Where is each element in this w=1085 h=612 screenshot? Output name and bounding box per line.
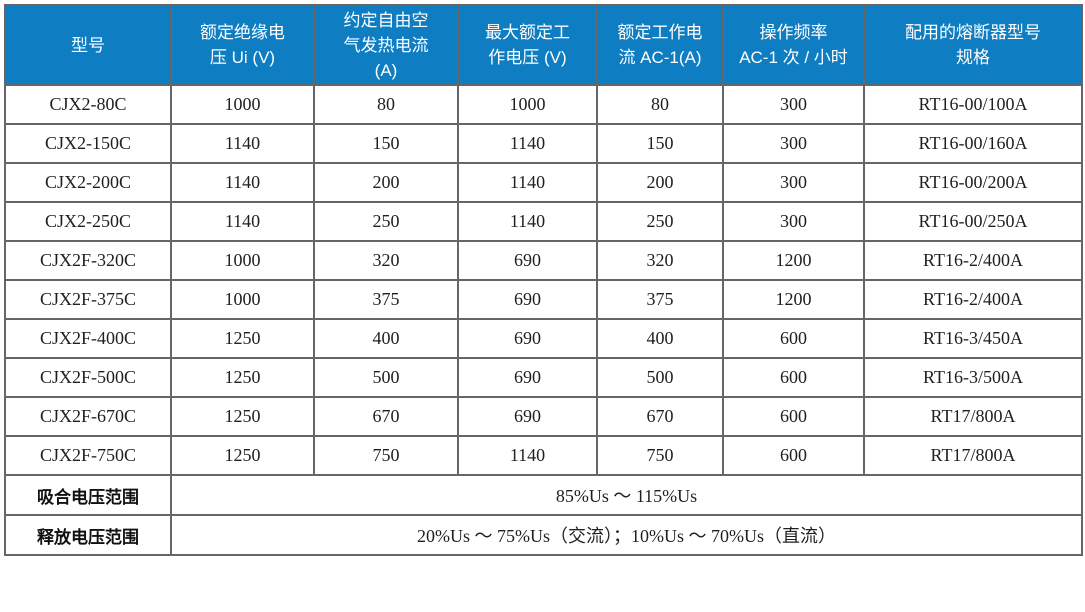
operation-frequency-cell: 300 [722, 201, 865, 242]
operation-frequency-cell: 300 [722, 84, 865, 125]
model-cell: CJX2F-320C [4, 240, 172, 281]
footer-row-pickup-voltage: 吸合电压范围 85%Us ～ 115%Us [4, 474, 1083, 516]
table-row: CJX2F-375C 1000 375 690 375 1200 RT16-2/… [4, 279, 1083, 320]
header-free-air-thermal-current: 约定自由空 气发热电流 (A) [313, 4, 459, 86]
insulation-voltage-cell: 1250 [170, 318, 315, 359]
header-rated-insulation-voltage: 额定绝缘电 压 Ui (V) [170, 4, 315, 86]
contactor-spec-table: 型号 额定绝缘电 压 Ui (V) 约定自由空 气发热电流 (A) 最大额定工 … [4, 4, 1083, 556]
operation-frequency-cell: 600 [722, 318, 865, 359]
operation-frequency-cell: 300 [722, 123, 865, 164]
header-model: 型号 [4, 4, 172, 86]
thermal-current-cell: 250 [313, 201, 459, 242]
release-voltage-range-value: 20%Us ～ 75%Us（交流）；10%Us ～ 70%Us（直流） [170, 514, 1083, 556]
fuse-spec-cell: RT16-00/250A [863, 201, 1083, 242]
max-voltage-cell: 1140 [457, 201, 598, 242]
max-voltage-cell: 1140 [457, 123, 598, 164]
max-voltage-cell: 690 [457, 396, 598, 437]
fuse-spec-cell: RT16-00/200A [863, 162, 1083, 203]
operation-frequency-cell: 600 [722, 396, 865, 437]
operating-current-cell: 320 [596, 240, 724, 281]
release-voltage-range-label: 释放电压范围 [4, 514, 172, 556]
model-cell: CJX2F-670C [4, 396, 172, 437]
table-row: CJX2-150C 1140 150 1140 150 300 RT16-00/… [4, 123, 1083, 164]
footer-row-release-voltage: 释放电压范围 20%Us ～ 75%Us（交流）；10%Us ～ 70%Us（直… [4, 514, 1083, 556]
max-voltage-cell: 690 [457, 279, 598, 320]
fuse-spec-cell: RT16-3/450A [863, 318, 1083, 359]
fuse-spec-cell: RT17/800A [863, 396, 1083, 437]
model-cell: CJX2F-400C [4, 318, 172, 359]
table-body: CJX2-80C 1000 80 1000 80 300 RT16-00/100… [4, 84, 1083, 556]
thermal-current-cell: 80 [313, 84, 459, 125]
operation-frequency-cell: 1200 [722, 279, 865, 320]
fuse-spec-cell: RT16-00/160A [863, 123, 1083, 164]
max-voltage-cell: 690 [457, 240, 598, 281]
table-row: CJX2F-670C 1250 670 690 670 600 RT17/800… [4, 396, 1083, 437]
max-voltage-cell: 1000 [457, 84, 598, 125]
operating-current-cell: 150 [596, 123, 724, 164]
table-header: 型号 额定绝缘电 压 Ui (V) 约定自由空 气发热电流 (A) 最大额定工 … [4, 4, 1083, 86]
operating-current-cell: 500 [596, 357, 724, 398]
max-voltage-cell: 690 [457, 357, 598, 398]
pickup-voltage-range-label: 吸合电压范围 [4, 474, 172, 516]
max-voltage-cell: 690 [457, 318, 598, 359]
fuse-spec-cell: RT17/800A [863, 435, 1083, 476]
model-cell: CJX2-150C [4, 123, 172, 164]
thermal-current-cell: 750 [313, 435, 459, 476]
header-operation-frequency: 操作频率 AC-1 次 / 小时 [722, 4, 865, 86]
thermal-current-cell: 500 [313, 357, 459, 398]
model-cell: CJX2F-375C [4, 279, 172, 320]
table-row: CJX2F-750C 1250 750 1140 750 600 RT17/80… [4, 435, 1083, 476]
table-row: CJX2F-320C 1000 320 690 320 1200 RT16-2/… [4, 240, 1083, 281]
operating-current-cell: 80 [596, 84, 724, 125]
insulation-voltage-cell: 1250 [170, 396, 315, 437]
max-voltage-cell: 1140 [457, 162, 598, 203]
fuse-spec-cell: RT16-00/100A [863, 84, 1083, 125]
header-row: 型号 额定绝缘电 压 Ui (V) 约定自由空 气发热电流 (A) 最大额定工 … [4, 4, 1083, 86]
operating-current-cell: 670 [596, 396, 724, 437]
insulation-voltage-cell: 1250 [170, 435, 315, 476]
model-cell: CJX2F-500C [4, 357, 172, 398]
operating-current-cell: 375 [596, 279, 724, 320]
model-cell: CJX2-80C [4, 84, 172, 125]
table-row: CJX2-200C 1140 200 1140 200 300 RT16-00/… [4, 162, 1083, 203]
operating-current-cell: 200 [596, 162, 724, 203]
operating-current-cell: 250 [596, 201, 724, 242]
operating-current-cell: 400 [596, 318, 724, 359]
header-max-rated-operating-voltage: 最大额定工 作电压 (V) [457, 4, 598, 86]
header-rated-operating-current-ac1: 额定工作电 流 AC-1(A) [596, 4, 724, 86]
table-row: CJX2-80C 1000 80 1000 80 300 RT16-00/100… [4, 84, 1083, 125]
table-row: CJX2-250C 1140 250 1140 250 300 RT16-00/… [4, 201, 1083, 242]
thermal-current-cell: 320 [313, 240, 459, 281]
model-cell: CJX2-200C [4, 162, 172, 203]
thermal-current-cell: 150 [313, 123, 459, 164]
thermal-current-cell: 200 [313, 162, 459, 203]
pickup-voltage-range-value: 85%Us ～ 115%Us [170, 474, 1083, 516]
operation-frequency-cell: 600 [722, 357, 865, 398]
insulation-voltage-cell: 1140 [170, 123, 315, 164]
table-row: CJX2F-500C 1250 500 690 500 600 RT16-3/5… [4, 357, 1083, 398]
insulation-voltage-cell: 1000 [170, 240, 315, 281]
operation-frequency-cell: 300 [722, 162, 865, 203]
thermal-current-cell: 670 [313, 396, 459, 437]
thermal-current-cell: 375 [313, 279, 459, 320]
max-voltage-cell: 1140 [457, 435, 598, 476]
insulation-voltage-cell: 1140 [170, 162, 315, 203]
insulation-voltage-cell: 1000 [170, 84, 315, 125]
fuse-spec-cell: RT16-2/400A [863, 240, 1083, 281]
insulation-voltage-cell: 1250 [170, 357, 315, 398]
operation-frequency-cell: 600 [722, 435, 865, 476]
header-fuse-model-spec: 配用的熔断器型号 规格 [863, 4, 1083, 86]
model-cell: CJX2-250C [4, 201, 172, 242]
insulation-voltage-cell: 1140 [170, 201, 315, 242]
fuse-spec-cell: RT16-3/500A [863, 357, 1083, 398]
operating-current-cell: 750 [596, 435, 724, 476]
model-cell: CJX2F-750C [4, 435, 172, 476]
operation-frequency-cell: 1200 [722, 240, 865, 281]
thermal-current-cell: 400 [313, 318, 459, 359]
fuse-spec-cell: RT16-2/400A [863, 279, 1083, 320]
table-row: CJX2F-400C 1250 400 690 400 600 RT16-3/4… [4, 318, 1083, 359]
insulation-voltage-cell: 1000 [170, 279, 315, 320]
